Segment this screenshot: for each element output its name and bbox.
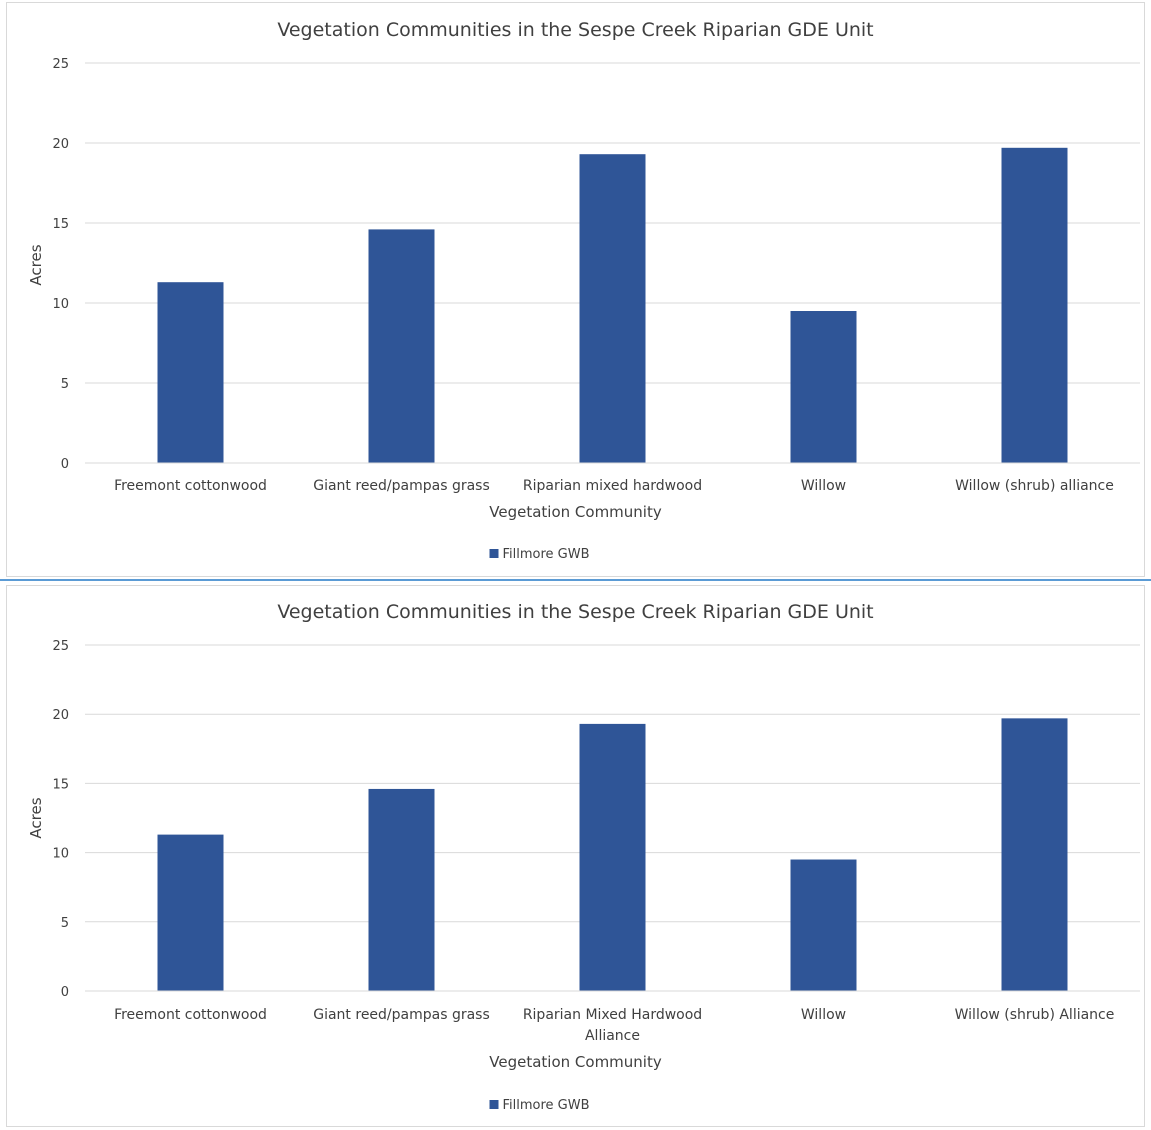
x-category-label: Alliance (585, 1028, 640, 1044)
y-tick-label: 0 (61, 457, 69, 472)
bar (790, 311, 857, 463)
chart-title: Vegetation Communities in the Sespe Cree… (277, 601, 873, 623)
bar (368, 788, 435, 991)
chart-panel-revised: 0 5 10 15 20 25 Vegetation Communities in the … (6, 585, 1145, 1127)
bar (157, 282, 224, 463)
y-tick-label: 15 (52, 777, 69, 792)
x-category-label: Willow (shrub) alliance (955, 478, 1114, 494)
bar (579, 723, 646, 991)
y-tick-label: 10 (52, 847, 69, 862)
y-tick-label: 25 (52, 639, 69, 654)
y-tick-label: 0 (61, 985, 69, 1000)
x-category-label: Freemont cottonwood (114, 1007, 267, 1023)
y-axis-title: Acres (27, 797, 45, 838)
x-category-label: Willow (801, 1007, 846, 1023)
bar (1001, 718, 1068, 991)
y-axis-title: Acres (27, 244, 45, 285)
y-tick-label: 5 (61, 916, 69, 931)
bar-chart-original: 0 5 10 15 20 25 Vegetation Communities in the … (27, 19, 1140, 562)
x-category-label: Riparian mixed hardwood (523, 478, 702, 494)
chart-title: Vegetation Communities in the Sespe Cree… (277, 19, 873, 41)
bar-chart-revised: 0 5 10 15 20 25 Vegetation Communities in the … (27, 601, 1140, 1113)
legend-label: Fillmore GWB (503, 547, 590, 562)
x-category-label: Willow (801, 478, 846, 494)
y-tick-label: 20 (52, 137, 69, 152)
y-tick-label: 25 (52, 57, 69, 72)
y-tick-label: 20 (52, 708, 69, 723)
y-tick-label: 10 (52, 297, 69, 312)
bar (1001, 147, 1068, 464)
chart-panel-original: 0 5 10 15 20 25 Vegetation Communities in the … (6, 2, 1145, 577)
x-category-label: Willow (shrub) Alliance (955, 1007, 1115, 1023)
legend-swatch (489, 549, 499, 558)
legend-label: Fillmore GWB (503, 1098, 590, 1113)
y-tick-label: 5 (61, 377, 69, 392)
x-category-label: Giant reed/pampas grass (313, 478, 490, 494)
x-axis-title: Vegetation Community (489, 503, 662, 521)
y-tick-label: 15 (52, 217, 69, 232)
bar (579, 154, 646, 463)
bar (790, 859, 857, 991)
x-category-label: Giant reed/pampas grass (313, 1007, 490, 1023)
x-category-label: Freemont cottonwood (114, 478, 267, 494)
bar (157, 834, 224, 991)
panel-separator (0, 579, 1151, 581)
x-axis-title: Vegetation Community (489, 1053, 662, 1071)
legend-swatch (489, 1100, 499, 1109)
x-category-label: Riparian Mixed Hardwood (523, 1007, 702, 1023)
bar (368, 229, 435, 463)
